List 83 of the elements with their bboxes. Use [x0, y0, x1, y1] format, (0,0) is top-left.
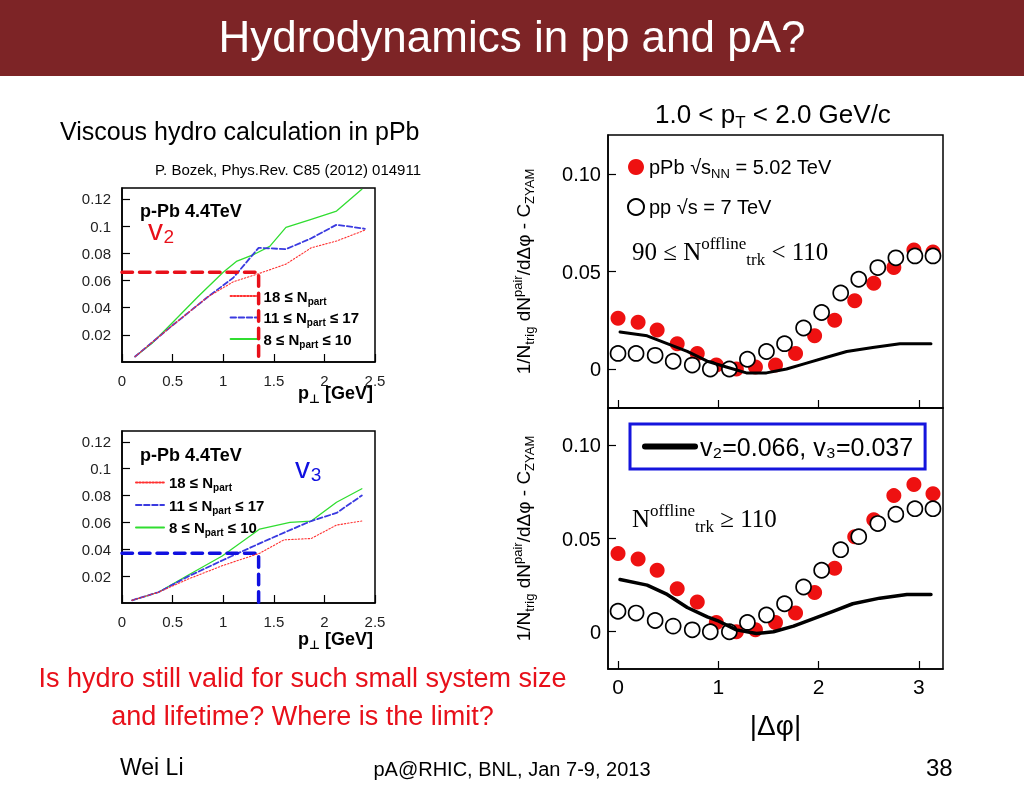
x-tick-label: 0 — [117, 613, 127, 630]
point — [887, 505, 905, 523]
x-tick-label: 1.5 — [263, 372, 285, 389]
y-tick-label: 0.04 — [81, 540, 111, 558]
point — [887, 249, 905, 267]
legend-label: v₂=0.066, v₃=0.037 — [700, 432, 914, 461]
x-tick-label: 1 — [712, 675, 725, 698]
point — [739, 614, 756, 631]
x-tick-label: 0.5 — [162, 613, 184, 630]
point — [906, 247, 924, 265]
legend-label: pp √s = 7 TeV — [649, 196, 773, 218]
point — [850, 270, 868, 288]
point — [869, 515, 887, 532]
x-tick-label: 0.5 — [162, 372, 184, 389]
point — [669, 581, 685, 597]
text: p-Pb 4.4TeV — [140, 445, 242, 465]
point — [683, 356, 701, 374]
point — [683, 621, 701, 639]
point — [850, 528, 868, 545]
y-tick-label: 0.08 — [81, 487, 111, 504]
point — [795, 578, 812, 596]
y-tick-label: 0.05 — [562, 260, 601, 283]
point — [925, 486, 941, 502]
point — [906, 476, 922, 492]
point — [866, 275, 882, 291]
y-tick-label: 0.12 — [81, 433, 111, 451]
point — [795, 319, 812, 337]
x-tick-label: 1.5 — [263, 613, 285, 630]
line-series — [131, 520, 363, 601]
x-tick-label: 1 — [219, 372, 228, 389]
text: p-Pb 4.4TeV — [140, 201, 242, 221]
point — [886, 488, 902, 504]
point — [627, 604, 645, 622]
point — [630, 551, 646, 567]
point — [924, 247, 942, 265]
y-tick-label: 0.08 — [81, 244, 111, 262]
annotation: v₃ — [295, 450, 323, 484]
y-tick-label: 0.06 — [81, 513, 111, 531]
point — [649, 322, 665, 338]
point — [847, 293, 863, 309]
text: Is hydro still valid for such small system size and lifetime? Where is the limit? — [37, 662, 568, 733]
x-tick-label: 2 — [812, 675, 825, 698]
x-tick-label: 0 — [612, 675, 624, 698]
y-tick-label: 0.02 — [81, 326, 111, 344]
text: Hydrodynamics in pp and pA? — [217, 12, 807, 62]
y-tick-label: 0.04 — [81, 299, 111, 317]
point — [610, 310, 626, 326]
x-axis-title: p⊥ [GeV] — [298, 629, 374, 652]
y-tick-label: 0.1 — [90, 217, 111, 235]
x-tick-label: 0 — [117, 372, 127, 389]
x-axis-title: |Δφ| — [749, 709, 802, 741]
point — [689, 594, 705, 610]
point — [664, 617, 682, 635]
text: 38 — [926, 754, 953, 782]
point — [807, 328, 823, 344]
point — [664, 352, 682, 370]
point — [701, 623, 719, 641]
text: Wei Li — [120, 754, 184, 781]
point — [610, 545, 626, 561]
x-tick-label: 1 — [219, 613, 228, 630]
point — [827, 312, 843, 328]
x-tick-label: 3 — [913, 675, 925, 698]
point — [758, 606, 775, 624]
point — [739, 350, 756, 368]
point — [609, 602, 627, 620]
text: P. Bozek, Phys.Rev. C85 (2012) 014911 — [155, 161, 421, 178]
point — [788, 345, 804, 361]
point — [630, 314, 646, 330]
point — [649, 562, 665, 578]
point — [788, 605, 804, 621]
point — [813, 561, 830, 579]
text: Viscous hydro calculation in pPb — [60, 117, 420, 146]
x-tick-label: 2.5 — [364, 613, 386, 630]
y-tick-label: 0.06 — [81, 271, 111, 289]
y-tick-label: 0.05 — [562, 527, 601, 550]
y-tick-label: 0.12 — [81, 190, 111, 208]
x-tick-label: 2 — [320, 613, 329, 630]
y-tick-label: 0.10 — [562, 163, 601, 185]
y-tick-label: 0.10 — [562, 434, 601, 457]
point — [924, 500, 942, 518]
y-tick-label: 0.1 — [90, 460, 111, 478]
y-tick-label: 0.02 — [81, 567, 111, 585]
text: pA@RHIC, BNL, Jan 7-9, 2013 — [372, 758, 652, 781]
